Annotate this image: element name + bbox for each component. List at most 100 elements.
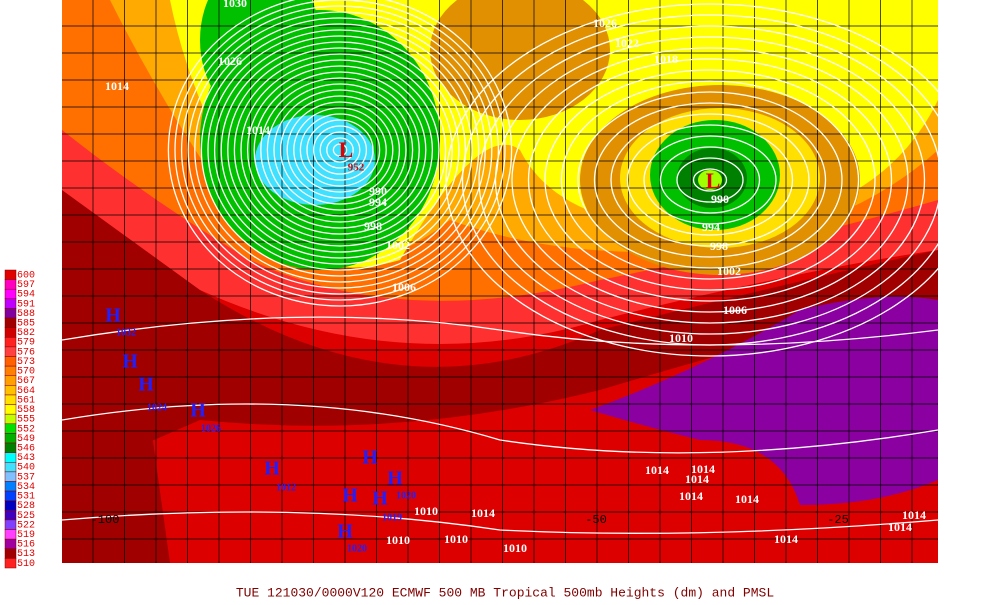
legend-swatch <box>4 269 17 280</box>
isobar <box>478 25 938 335</box>
band <box>590 296 938 505</box>
contours <box>62 0 938 534</box>
legend-swatch <box>4 433 17 444</box>
legend-label: 546 <box>17 443 35 454</box>
legend-label: 588 <box>17 309 35 320</box>
legend-label: 570 <box>17 367 35 378</box>
legend-label: 561 <box>17 395 35 406</box>
legend-swatch <box>4 481 17 492</box>
legend-label: 531 <box>17 492 35 503</box>
map-label: 1010 <box>444 532 468 546</box>
isobar <box>167 0 513 307</box>
isobar <box>299 113 381 187</box>
field <box>62 0 938 563</box>
legend-label: 513 <box>17 549 35 560</box>
legend-label: 591 <box>17 299 35 310</box>
isobar <box>233 53 447 247</box>
map-label: 1014 <box>735 492 759 506</box>
isobar <box>326 137 354 163</box>
legend-label: 600 <box>17 270 35 281</box>
legend-swatch <box>4 375 17 386</box>
legend-label: 528 <box>17 501 35 512</box>
map-label: H <box>337 521 353 543</box>
map-label: 1026 <box>201 423 221 434</box>
map-label: 1026 <box>593 16 617 30</box>
labels: 1030 1026 1022 1018 1014 1026 1014 1002 1006 998 9… <box>91 0 926 555</box>
isobar <box>577 91 843 269</box>
map-label: 1014 <box>246 123 270 137</box>
map-label: H <box>372 488 388 510</box>
isobar <box>332 143 348 157</box>
isobar <box>246 65 434 235</box>
legend-label: 549 <box>17 434 35 445</box>
legend-label: 567 <box>17 376 35 387</box>
legend-swatch <box>4 548 17 559</box>
map-label: 1014 <box>105 79 129 93</box>
legend-swatch <box>4 327 17 338</box>
legend-swatch <box>4 529 17 540</box>
map-label: 1002 <box>717 264 741 278</box>
isobar <box>187 11 493 289</box>
map-label: 994 <box>369 195 387 209</box>
legend-swatch <box>4 452 17 463</box>
isobar <box>306 119 374 181</box>
isobar <box>312 125 368 175</box>
legend-label: 576 <box>17 347 35 358</box>
map-label: 990 <box>711 192 729 206</box>
legend-swatch <box>4 346 17 357</box>
legend-swatch <box>4 500 17 511</box>
isobar <box>279 95 401 205</box>
legend-swatch <box>4 365 17 376</box>
map-label: 1014 <box>888 520 912 534</box>
isobar <box>253 71 427 229</box>
isobar <box>260 77 420 223</box>
map-label: 1022 <box>615 36 639 50</box>
legend-label: 597 <box>17 280 35 291</box>
isobar <box>626 124 794 236</box>
map-label: 1014 <box>679 489 703 503</box>
map-label: 1010 <box>386 533 410 547</box>
map-label: 1020 <box>347 543 367 554</box>
legend-swatch <box>4 519 17 530</box>
legend-label: 564 <box>17 386 35 397</box>
isobar <box>207 29 473 271</box>
isobar <box>560 80 860 280</box>
map-label: 1019 <box>382 512 402 523</box>
map-label: 998 <box>710 239 728 253</box>
legend-swatch <box>4 558 17 569</box>
isobar <box>200 23 480 277</box>
legend-swatch <box>4 317 17 328</box>
isobar <box>266 83 414 217</box>
legend-label: 573 <box>17 357 35 368</box>
legend-swatch <box>4 308 17 319</box>
legend-label: 510 <box>17 559 35 570</box>
legend-label: 537 <box>17 472 35 483</box>
map-label: 1010 <box>503 541 527 555</box>
legend-label: 582 <box>17 328 35 339</box>
isobar <box>62 511 938 534</box>
isobar <box>692 168 728 192</box>
map-label: H <box>122 351 138 373</box>
legend-swatch <box>4 471 17 482</box>
map-label: 1020 <box>396 490 416 501</box>
map-label: H <box>387 468 403 490</box>
legend-label: 555 <box>17 415 35 426</box>
map-label: 1014 <box>691 462 715 476</box>
map-label: 1014 <box>685 472 709 486</box>
isobar <box>227 47 453 253</box>
legend-swatch <box>4 404 17 415</box>
map-label: 1002 <box>386 238 410 252</box>
map-label: 1026 <box>218 54 242 68</box>
map-label: 1014 <box>902 508 926 522</box>
map-label: L <box>706 168 721 193</box>
legend-label: 558 <box>17 405 35 416</box>
map-label: 1010 <box>414 504 438 518</box>
legend-swatch <box>4 490 17 501</box>
map-label: 994 <box>702 220 720 234</box>
map-label: 1030 <box>223 0 247 10</box>
isobar <box>213 35 467 265</box>
isobar <box>643 135 777 225</box>
legend-label: 543 <box>17 453 35 464</box>
map-label: 998 <box>364 219 382 233</box>
